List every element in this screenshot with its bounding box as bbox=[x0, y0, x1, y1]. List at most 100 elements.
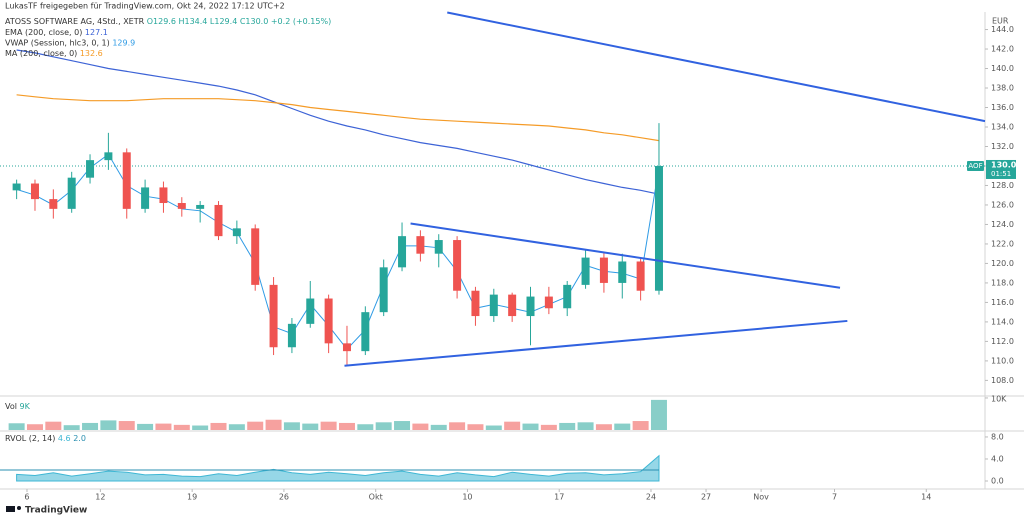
volume-bar bbox=[467, 424, 484, 430]
legend-value: 132.6 bbox=[80, 49, 103, 58]
candle-body bbox=[654, 165, 663, 291]
volume-bar bbox=[595, 424, 612, 430]
symbol-tag-box bbox=[967, 160, 984, 171]
candle-body bbox=[49, 199, 58, 209]
legend-name: VWAP (Session, hlc3, 0, 1) bbox=[5, 38, 110, 47]
y-tick-label: 0.0 bbox=[991, 477, 1004, 486]
x-tick-label: 19 bbox=[187, 493, 197, 502]
legend-value: 9K bbox=[20, 402, 31, 411]
volume-bar bbox=[118, 421, 135, 430]
y-tick-label: 118.0 bbox=[991, 278, 1014, 287]
y-tick-label: 112.0 bbox=[991, 337, 1014, 346]
legend-title: ATOSS SOFTWARE AG, 4Std., XETR O129.6 H1… bbox=[5, 17, 331, 26]
legend-name: EMA (200, close, 0) bbox=[5, 28, 82, 37]
volume-bar bbox=[632, 421, 649, 430]
volume-bar bbox=[577, 422, 594, 430]
volume-bar bbox=[449, 422, 466, 430]
candle-body bbox=[361, 312, 370, 352]
y-tick-label: 134.0 bbox=[991, 122, 1014, 131]
volume-bar bbox=[210, 422, 227, 430]
legend-name: MA (200, close, 0) bbox=[5, 49, 77, 58]
candle-body bbox=[563, 284, 572, 309]
candle-body bbox=[86, 160, 95, 178]
volume-bar bbox=[338, 422, 355, 430]
volume-bar bbox=[412, 423, 429, 430]
countdown: 01:51 bbox=[991, 170, 1011, 178]
legend-entry: EMA (200, close, 0) 127.1 bbox=[5, 28, 108, 37]
legend-name: RVOL (2, 14) bbox=[5, 434, 55, 443]
indicator-line bbox=[16, 49, 660, 195]
volume-bar bbox=[614, 423, 631, 430]
volume-bar bbox=[100, 420, 117, 430]
candle-body bbox=[379, 267, 388, 313]
y-tick-label: 10K bbox=[991, 394, 1007, 403]
x-tick-label: 10 bbox=[462, 493, 472, 502]
volume-bar bbox=[26, 424, 43, 430]
candle-body bbox=[342, 343, 351, 352]
candle-body bbox=[508, 294, 517, 317]
volume-bar bbox=[357, 424, 374, 430]
candle-body bbox=[159, 187, 168, 204]
volume-bar bbox=[522, 423, 539, 430]
y-tick-label: 128.0 bbox=[991, 181, 1014, 190]
y-tick-label: 144.0 bbox=[991, 25, 1014, 34]
x-tick-label: 27 bbox=[701, 493, 711, 502]
volume-bar bbox=[247, 421, 264, 430]
volume-bar bbox=[63, 425, 80, 430]
legend-value: 127.1 bbox=[85, 28, 108, 37]
footer-logo bbox=[6, 506, 21, 512]
x-tick-label: Okt bbox=[369, 493, 383, 502]
symbol-tag: AOF bbox=[968, 162, 982, 170]
indicator-line bbox=[16, 94, 660, 142]
legend-name: Vol bbox=[5, 402, 17, 411]
last-price-box bbox=[986, 159, 1016, 179]
y-tick-label: 108.0 bbox=[991, 376, 1014, 385]
candle-body bbox=[306, 298, 315, 324]
candle-body bbox=[489, 294, 498, 317]
volume-bar bbox=[155, 423, 172, 430]
y-tick-label: 142.0 bbox=[991, 45, 1014, 54]
volume-bar bbox=[283, 422, 300, 430]
volume-bar bbox=[228, 424, 245, 430]
x-tick-label: 6 bbox=[24, 493, 29, 502]
candle-body bbox=[232, 228, 241, 237]
volume-bar bbox=[8, 423, 25, 430]
candle-body bbox=[12, 183, 21, 191]
candle-body bbox=[324, 298, 333, 344]
candle-body bbox=[122, 152, 131, 209]
volume-bar bbox=[375, 422, 392, 430]
candle-body bbox=[104, 152, 113, 161]
legend-entry: MA (200, close, 0) 132.6 bbox=[5, 49, 103, 58]
y-tick-label: 126.0 bbox=[991, 200, 1014, 209]
legend-threshold: 2.0 bbox=[73, 434, 86, 443]
y-tick-label: 138.0 bbox=[991, 84, 1014, 93]
currency: EUR bbox=[992, 17, 1009, 26]
trendline bbox=[447, 11, 986, 123]
volume-bar bbox=[540, 424, 557, 430]
ohlc: O129.6 H134.4 L129.4 C130.0 +0.2 (+0.15%… bbox=[147, 17, 331, 26]
last-price-label: 130.0 bbox=[991, 160, 1017, 169]
volume-bar bbox=[559, 422, 576, 430]
x-tick-label: 12 bbox=[95, 493, 105, 502]
volume-bar bbox=[82, 422, 99, 430]
y-tick-label: 110.0 bbox=[991, 356, 1014, 365]
rvol-area bbox=[16, 454, 660, 482]
volume-bar bbox=[192, 425, 209, 430]
candle-body bbox=[30, 183, 39, 200]
footer-brand: TradingView bbox=[25, 506, 87, 516]
candle-body bbox=[453, 240, 462, 291]
candle-body bbox=[618, 261, 627, 283]
legend-entry: RVOL (2, 14) 4.6 2.0 bbox=[5, 434, 86, 443]
x-tick-label: Nov bbox=[753, 493, 769, 502]
candle-body bbox=[416, 236, 425, 254]
volume-bar bbox=[504, 421, 521, 430]
y-tick-label: 140.0 bbox=[991, 64, 1014, 73]
volume-bar bbox=[320, 421, 337, 430]
y-tick-label: 120.0 bbox=[991, 259, 1014, 268]
volume-bar bbox=[173, 424, 190, 430]
candle-body bbox=[269, 284, 278, 348]
legend-entry: VWAP (Session, hlc3, 0, 1) 129.9 bbox=[5, 38, 135, 47]
volume-bar bbox=[430, 424, 447, 430]
candle-body bbox=[398, 236, 407, 268]
